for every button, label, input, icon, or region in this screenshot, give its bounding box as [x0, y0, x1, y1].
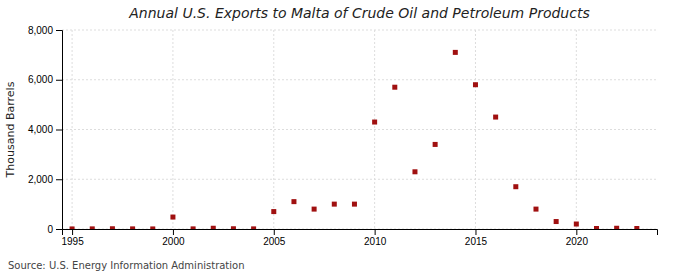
grid-line — [62, 129, 657, 130]
tick-mark — [475, 229, 476, 235]
tick-label: 2000 — [162, 236, 185, 247]
tick: 0 — [47, 224, 62, 235]
grid — [62, 30, 657, 229]
tick-label: 2,000 — [28, 174, 53, 185]
point — [634, 226, 639, 229]
grid-line — [576, 30, 577, 229]
point — [352, 202, 357, 207]
grid-line — [62, 179, 657, 180]
tick: 4,000 — [28, 124, 62, 135]
point — [614, 226, 619, 229]
grid-line — [72, 30, 73, 229]
grid-line — [374, 30, 375, 229]
point — [130, 226, 135, 229]
tick-mark — [274, 229, 275, 235]
tick-mark — [375, 229, 376, 235]
tick-label: 2020 — [566, 236, 589, 247]
tick-label: 0 — [47, 224, 53, 235]
point — [332, 202, 337, 207]
points — [70, 50, 640, 229]
point — [231, 226, 236, 229]
tick-mark — [56, 30, 62, 31]
tick-label: 2010 — [364, 236, 387, 247]
axis-line — [63, 230, 658, 236]
point — [372, 120, 377, 125]
point — [90, 226, 95, 229]
point — [392, 85, 397, 90]
tick-label: 2005 — [263, 236, 286, 247]
point — [412, 169, 417, 174]
point — [513, 184, 518, 189]
point — [493, 115, 498, 120]
tick: 8,000 — [28, 25, 62, 36]
point — [433, 142, 438, 147]
point — [312, 207, 317, 212]
tick: 2010 — [364, 229, 387, 247]
grid-line — [273, 30, 274, 229]
title: Annual U.S. Exports to Malta of Crude Oi… — [128, 5, 589, 21]
tick: 2000 — [162, 229, 185, 247]
point — [70, 226, 75, 229]
axis-line — [56, 31, 63, 230]
point — [453, 50, 458, 55]
point — [533, 207, 538, 212]
point — [574, 222, 579, 227]
tick-mark — [56, 80, 62, 81]
tick-label: 1995 — [61, 236, 84, 247]
tick-label: 2015 — [465, 236, 488, 247]
chart: 1995 2000 2005 2010 2015 2020 0 2,000 4,000 6,000… — [0, 0, 675, 275]
plot: 1995 2000 2005 2010 2015 2020 0 2,000 4,000 6,000… — [28, 25, 658, 247]
x-axis: 1995 2000 2005 2010 2015 2020 — [61, 229, 657, 247]
tick-label: 4,000 — [28, 124, 53, 135]
tick: 2015 — [465, 229, 488, 247]
y-axis-title: Thousand Barrels — [4, 81, 17, 178]
point — [251, 226, 256, 229]
tick-mark — [576, 229, 577, 235]
tick: 2,000 — [28, 174, 62, 185]
point — [271, 209, 276, 214]
grid-line — [62, 30, 657, 31]
tick-mark — [56, 229, 62, 230]
tick-mark — [173, 229, 174, 235]
point — [554, 219, 559, 224]
tick-label: 8,000 — [28, 25, 53, 36]
point — [473, 82, 478, 87]
tick-mark — [72, 229, 73, 235]
grid-line — [475, 30, 476, 229]
point — [110, 226, 115, 229]
tick-mark — [56, 179, 62, 180]
tick: 6,000 — [28, 74, 62, 85]
tick-mark — [56, 130, 62, 131]
annotation: Source: U.S. Energy Information Administ… — [8, 260, 245, 271]
point — [211, 226, 216, 229]
point — [291, 199, 296, 204]
y-axis: 0 2,000 4,000 6,000 8,000 — [28, 25, 63, 235]
tick: 1995 — [61, 229, 84, 247]
tick-label: 6,000 — [28, 74, 53, 85]
grid-line — [172, 30, 173, 229]
point — [150, 226, 155, 229]
grid-line — [62, 79, 657, 80]
point — [170, 215, 175, 220]
point — [594, 226, 599, 229]
tick: 2020 — [566, 229, 589, 247]
tick: 2005 — [263, 229, 286, 247]
point — [191, 226, 196, 229]
